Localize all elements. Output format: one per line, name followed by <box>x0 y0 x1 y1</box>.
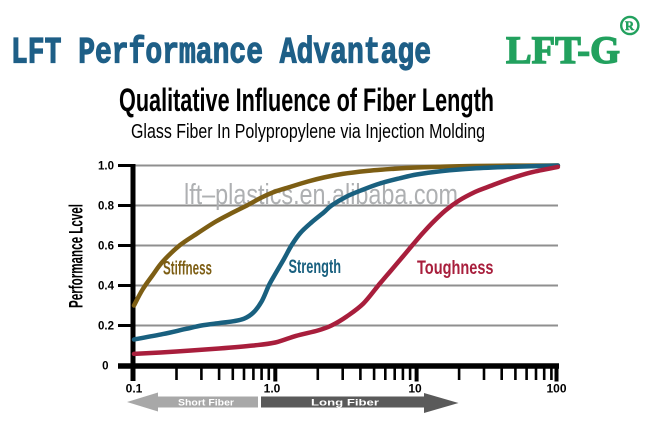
svg-text:Qualitative Influence of Fiber: Qualitative Influence of Fiber Length <box>119 82 494 118</box>
svg-text:Long Fiber: Long Fiber <box>311 398 379 409</box>
svg-text:R: R <box>625 19 635 33</box>
svg-text:Glass Fiber In Polypropylene v: Glass Fiber In Polypropylene via Injecti… <box>131 121 485 143</box>
svg-text:Toughness: Toughness <box>417 257 494 279</box>
svg-text:1.0: 1.0 <box>264 382 281 396</box>
svg-text:LFT Performance Advantage: LFT Performance Advantage <box>11 33 431 75</box>
svg-text:Short Fiber: Short Fiber <box>178 398 234 409</box>
svg-text:0.8: 0.8 <box>98 201 115 213</box>
svg-text:1.0: 1.0 <box>98 161 114 173</box>
svg-text:Stiffness: Stiffness <box>163 258 212 280</box>
svg-text:100: 100 <box>546 382 566 396</box>
svg-text:0: 0 <box>102 361 108 373</box>
svg-text:10: 10 <box>408 382 422 396</box>
svg-text:Performance Lcvel: Performance Lcvel <box>67 204 88 308</box>
svg-text:0.2: 0.2 <box>98 321 114 333</box>
svg-text:0.1: 0.1 <box>126 382 143 396</box>
svg-text:0.6: 0.6 <box>98 241 114 253</box>
svg-text:LFT-G: LFT-G <box>506 28 620 72</box>
svg-text:lft–plastics.en.alibaba.com: lft–plastics.en.alibaba.com <box>184 179 458 211</box>
svg-text:Strength: Strength <box>289 256 342 278</box>
svg-text:0.4: 0.4 <box>98 281 115 293</box>
